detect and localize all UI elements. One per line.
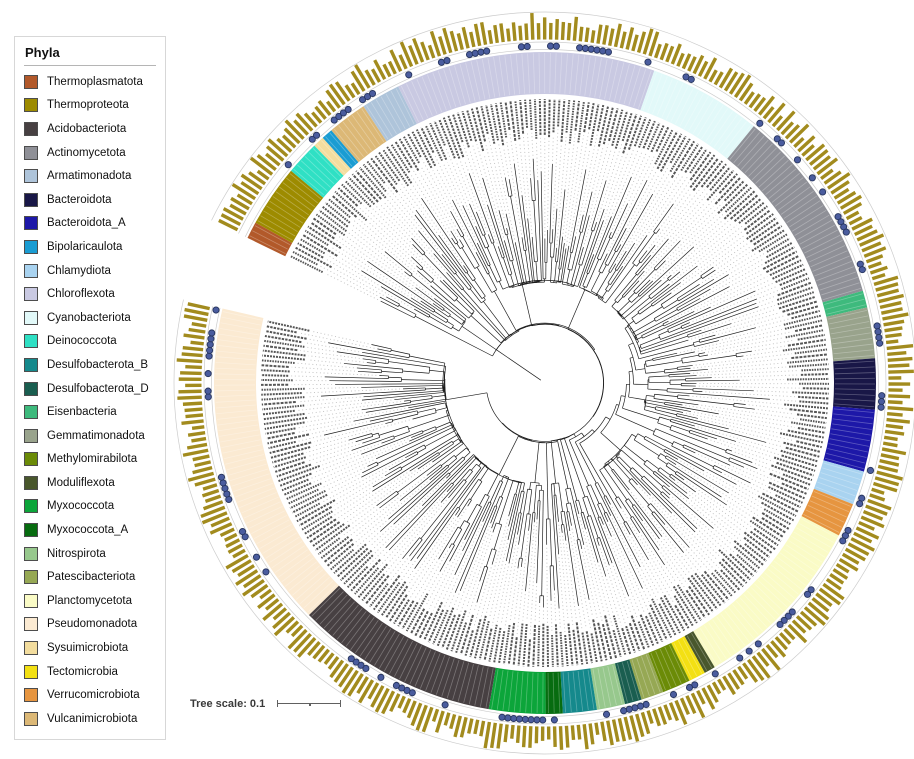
legend-swatch [24,310,38,325]
legend-item-bacteroidota_a: Bacteroidota_A [24,212,156,236]
legend-item-label: Chloroflexota [47,288,115,301]
legend-item-label: Verrucomicrobiota [47,689,140,702]
legend-swatch [24,641,38,656]
legend-swatch [24,98,38,113]
legend-swatch [24,357,38,372]
legend-swatch [24,452,38,467]
legend-item-myxococcota: Myxococcota [24,495,156,519]
legend-item-myxococcota_a: Myxococcota_A [24,518,156,542]
legend-item-label: Gemmatimonadota [47,429,145,442]
legend-item-actinomycetota: Actinomycetota [24,141,156,165]
legend-swatch [24,711,38,726]
legend-item-nitrospirota: Nitrospirota [24,542,156,566]
legend-swatch [24,546,38,561]
legend-swatch [24,428,38,443]
legend-swatch [24,145,38,160]
legend-item-label: Thermoplasmatota [47,75,143,88]
legend-swatch [24,570,38,585]
legend-item-acidobacteriota: Acidobacteriota [24,117,156,141]
legend-item-label: Bacteroidota_A [47,217,126,230]
legend-swatch [24,192,38,207]
legend-item-label: Tectomicrobia [47,665,118,678]
legend-item-label: Acidobacteriota [47,122,127,135]
legend-item-label: Bipolaricaulota [47,240,123,253]
legend-item-label: Thermoproteota [47,99,129,112]
legend-item-label: Vulcanimicrobiota [47,712,138,725]
legend-item-bacteroidota: Bacteroidota [24,188,156,212]
legend-swatch [24,617,38,632]
legend-item-label: Bacteroidota [47,193,112,206]
legend-item-sysuimicrobiota: Sysuimicrobiota [24,636,156,660]
legend-swatch [24,263,38,278]
legend-item-label: Planctomycetota [47,594,133,607]
legend-swatch [24,523,38,538]
legend-item-gemmatimonadota: Gemmatimonadota [24,424,156,448]
legend-item-pseudomonadota: Pseudomonadota [24,613,156,637]
legend-item-label: Desulfobacterota_B [47,358,149,371]
legend-item-label: Moduliflexota [47,476,115,489]
scale-bar-line [277,699,342,709]
legend-item-label: Methylomirabilota [47,453,138,466]
legend-item-list: Thermoplasmatota Thermoproteota Acidobacte… [24,70,156,731]
legend-item-verrucomicrobiota: Verrucomicrobiota [24,683,156,707]
legend-item-label: Eisenbacteria [47,406,117,419]
legend-item-label: Myxococcota [47,500,115,513]
legend-swatch [24,688,38,703]
legend-item-label: Cyanobacteriota [47,311,131,324]
legend-item-label: Nitrospirota [47,547,106,560]
legend-swatch [24,74,38,89]
legend-item-label: Patescibacteriota [47,571,136,584]
legend-item-cyanobacteriota: Cyanobacteriota [24,306,156,330]
legend-item-label: Desulfobacterota_D [47,382,149,395]
legend-item-label: Deinococcota [47,335,117,348]
legend-item-deinococcota: Deinococcota [24,330,156,354]
tree-scale-label: Tree scale: 0.1 [190,698,266,710]
legend-swatch [24,405,38,420]
legend-item-planctomycetota: Planctomycetota [24,589,156,613]
legend-item-desulfobacterota_d: Desulfobacterota_D [24,377,156,401]
legend-swatch [24,287,38,302]
legend-item-label: Actinomycetota [47,146,126,159]
legend-item-chloroflexota: Chloroflexota [24,282,156,306]
tree-scale: Tree scale: 0.1 [190,698,342,710]
legend-item-label: Sysuimicrobiota [47,642,129,655]
legend-item-moduliflexota: Moduliflexota [24,471,156,495]
legend-item-label: Pseudomonadota [47,618,138,631]
legend-swatch [24,664,38,679]
legend-item-methylomirabilota: Methylomirabilota [24,448,156,472]
legend-item-armatimonadota: Armatimonadota [24,164,156,188]
legend-item-chlamydiota: Chlamydiota [24,259,156,283]
legend-title: Phyla [24,43,156,66]
legend-item-label: Myxococcota_A [47,524,129,537]
legend-item-thermoproteota: Thermoproteota [24,94,156,118]
legend-item-desulfobacterota_b: Desulfobacterota_B [24,353,156,377]
legend-swatch [24,475,38,490]
legend-swatch [24,381,38,396]
legend-item-eisenbacteria: Eisenbacteria [24,400,156,424]
legend-swatch [24,169,38,184]
legend-item-label: Chlamydiota [47,264,111,277]
phyla-legend: Phyla Thermoplasmatota Thermoproteota Acid… [14,36,166,740]
legend-item-vulcanimicrobiota: Vulcanimicrobiota [24,707,156,731]
legend-swatch [24,593,38,608]
legend-swatch [24,216,38,231]
legend-item-patescibacteriota: Patescibacteriota [24,565,156,589]
legend-swatch [24,499,38,514]
legend-swatch [24,334,38,349]
legend-item-label: Armatimonadota [47,170,132,183]
legend-item-thermoplasmatota: Thermoplasmatota [24,70,156,94]
legend-swatch [24,239,38,254]
legend-swatch [24,121,38,136]
legend-item-tectomicrobia: Tectomicrobia [24,660,156,684]
legend-item-bipolaricaulota: Bipolaricaulota [24,235,156,259]
